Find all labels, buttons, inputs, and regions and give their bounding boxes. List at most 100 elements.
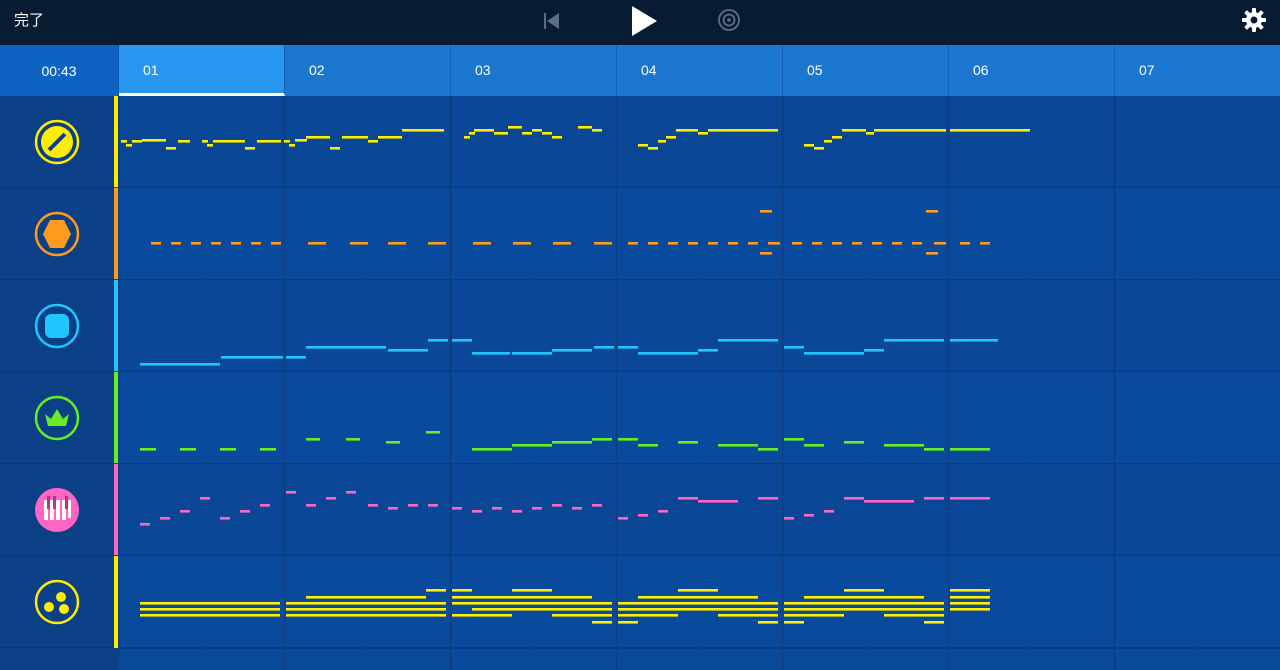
- note-3: [472, 352, 510, 355]
- note-5: [638, 514, 648, 517]
- note-3: [844, 352, 864, 355]
- note-1: [708, 129, 716, 132]
- note-1: [658, 140, 666, 143]
- note-3: [428, 339, 448, 342]
- play-icon[interactable]: [628, 3, 660, 39]
- note-5: [160, 517, 170, 520]
- track-2-color-bar: [114, 188, 118, 279]
- note-6: [286, 614, 306, 617]
- note-6: [552, 602, 592, 605]
- note-1: [882, 129, 946, 132]
- note-5: [200, 497, 210, 500]
- piano-keys-icon: [35, 487, 79, 532]
- measure-03[interactable]: 03: [451, 45, 617, 96]
- track-1-color-bar: [114, 96, 118, 187]
- note-5: [140, 523, 150, 526]
- note-5: [326, 497, 336, 500]
- rewind-icon[interactable]: [542, 10, 562, 32]
- note-2: [628, 242, 638, 245]
- track-4-color-bar: [114, 372, 118, 463]
- settings-gear-icon[interactable]: [1240, 6, 1268, 34]
- note-6: [844, 589, 884, 592]
- note-2: [211, 242, 221, 245]
- note-6: [386, 602, 426, 605]
- note-2: [892, 242, 902, 245]
- note-1: [698, 132, 708, 135]
- measure-05[interactable]: 05: [783, 45, 949, 96]
- note-3: [140, 363, 220, 366]
- note-2: [231, 242, 241, 245]
- note-6: [452, 589, 472, 592]
- note-2: [594, 242, 612, 245]
- note-5: [220, 517, 230, 520]
- measure-07[interactable]: 07: [1115, 45, 1280, 96]
- note-2: [728, 242, 738, 245]
- note-1: [648, 147, 658, 150]
- note-2: [852, 242, 862, 245]
- note-1: [592, 129, 602, 132]
- three-dots-circle-icon: [34, 579, 80, 624]
- note-3: [864, 349, 884, 352]
- note-5: [804, 514, 814, 517]
- note-1: [295, 139, 307, 142]
- note-6: [512, 602, 552, 605]
- note-2: [350, 242, 368, 245]
- note-4: [552, 441, 592, 444]
- measure-02[interactable]: 02: [285, 45, 451, 96]
- note-4: [784, 438, 804, 441]
- note-4: [260, 448, 276, 451]
- note-6: [552, 596, 592, 599]
- track-3-button[interactable]: [0, 280, 114, 372]
- note-6: [950, 608, 990, 611]
- track-6-button[interactable]: [0, 556, 114, 648]
- note-1: [289, 144, 295, 147]
- note-1: [368, 140, 378, 143]
- note-4: [220, 448, 236, 451]
- note-4: [346, 438, 360, 441]
- note-5: [452, 507, 462, 510]
- note-grid[interactable]: [118, 96, 1280, 670]
- note-5: [924, 497, 944, 500]
- track-2-button[interactable]: [0, 188, 114, 280]
- note-1: [832, 136, 842, 139]
- note-6: [592, 602, 612, 605]
- note-6: [678, 589, 718, 592]
- track-1-button[interactable]: [0, 96, 114, 188]
- note-5: [618, 517, 628, 520]
- note-6: [638, 608, 678, 611]
- note-1: [257, 140, 281, 143]
- note-1: [866, 132, 874, 135]
- note-5: [240, 510, 250, 513]
- measure-06[interactable]: 06: [949, 45, 1115, 96]
- note-2: [648, 242, 658, 245]
- note-4: [472, 448, 512, 451]
- measure-04[interactable]: 04: [617, 45, 783, 96]
- track-5-button[interactable]: [0, 464, 114, 556]
- note-2: [151, 242, 161, 245]
- note-3: [698, 349, 718, 352]
- track-4-button[interactable]: [0, 372, 114, 464]
- note-5: [532, 507, 542, 510]
- note-2: [553, 242, 571, 245]
- note-6: [804, 608, 844, 611]
- note-6: [552, 608, 592, 611]
- loop-icon[interactable]: [716, 7, 742, 33]
- note-6: [844, 602, 884, 605]
- note-2: [251, 242, 261, 245]
- note-6: [884, 608, 924, 611]
- note-6: [286, 602, 306, 605]
- note-3: [678, 352, 698, 355]
- measure-01[interactable]: 01: [119, 45, 285, 96]
- note-3: [638, 352, 678, 355]
- note-2: [308, 242, 326, 245]
- track-sidebar: [0, 96, 118, 670]
- note-6: [758, 608, 778, 611]
- note-6: [758, 602, 778, 605]
- note-1: [494, 132, 508, 135]
- note-6: [452, 602, 472, 605]
- note-6: [950, 596, 990, 599]
- note-1: [178, 140, 190, 143]
- done-button[interactable]: 完了: [14, 11, 45, 29]
- note-2: [792, 242, 802, 245]
- note-1: [474, 129, 494, 132]
